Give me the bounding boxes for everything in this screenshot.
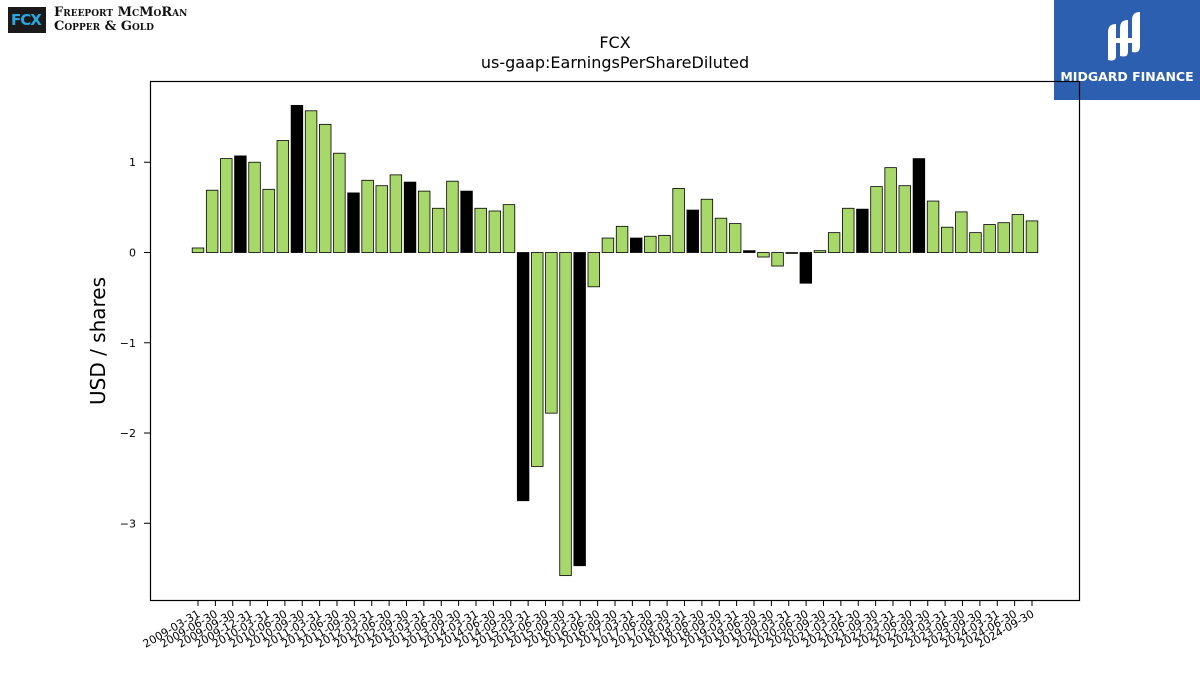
bar-2011-12-31 [347, 192, 360, 253]
bar-2011-06-30 [319, 123, 332, 253]
midgard-finance-logo: MIDGARD FINANCE [1054, 0, 1200, 100]
bar-2018-06-30 [714, 217, 728, 253]
y-tick-label: 0 [129, 246, 136, 259]
bar-2010-09-30 [276, 140, 290, 253]
bar-2013-06-30 [432, 207, 445, 253]
bar-2014-03-31 [474, 207, 487, 253]
bar-2019-03-31 [757, 252, 770, 258]
bar-2012-12-31 [403, 181, 417, 253]
bars-group [191, 104, 1039, 577]
bar-2013-03-31 [417, 190, 431, 253]
midgard-logo-icon [1108, 12, 1140, 61]
bar-2022-06-30 [940, 226, 954, 253]
bar-2021-03-31 [870, 186, 883, 253]
bar-2009-09-30 [220, 158, 233, 253]
bar-2012-06-30 [375, 185, 388, 253]
y-axis-label: USD / shares [86, 277, 110, 405]
bar-2012-09-30 [389, 174, 403, 253]
bar-2020-12-31 [856, 208, 869, 253]
bar-2022-09-30 [955, 211, 968, 253]
bar-2023-03-31 [983, 224, 996, 253]
y-ticks-group: −3 −2 −1 0 1 [120, 156, 150, 530]
bar-2020-09-30 [842, 207, 855, 253]
bar-2013-12-31 [460, 190, 473, 253]
bar-2023-12-31 [1025, 220, 1039, 253]
fcx-logo-icon: FCX [8, 7, 46, 33]
bar-2019-06-30 [771, 252, 784, 267]
x-ticks-group: 2009-03-312009-06-302009-09-302009-12-31… [141, 600, 1037, 651]
y-tick-label: 1 [129, 156, 136, 169]
bar-2021-06-30 [884, 167, 897, 253]
bar-2011-03-31 [304, 110, 318, 253]
bar-2015-06-30 [545, 252, 558, 414]
bar-2018-09-30 [728, 223, 742, 253]
partner-name: MIDGARD FINANCE [1060, 69, 1194, 84]
bar-2021-12-31 [912, 158, 926, 253]
bar-2021-09-30 [898, 185, 911, 253]
bar-2017-03-31 [644, 235, 657, 253]
freeport-mcmoran-logo: FCX Freeport McMoRan Copper & Gold [8, 6, 218, 38]
bar-2010-03-31 [248, 161, 261, 253]
company-name-line2: Copper & Gold [54, 19, 154, 34]
company-name: Freeport McMoRan Copper & Gold [54, 6, 187, 34]
bar-2017-09-30 [672, 188, 685, 253]
bar-2022-12-31 [969, 232, 982, 253]
plot-frame [149, 80, 1081, 602]
bar-2010-06-30 [262, 188, 275, 253]
bar-2017-06-30 [658, 234, 671, 253]
chart-subtitle: us-gaap:EarningsPerShareDiluted [481, 53, 749, 72]
fcx-mark-text: FCX [11, 11, 42, 29]
bar-2014-06-30 [488, 210, 502, 253]
bar-2018-03-31 [700, 198, 714, 253]
y-tick-label: −2 [120, 427, 136, 440]
bar-2016-06-30 [601, 237, 615, 253]
bar-2019-12-31 [799, 252, 813, 284]
bar-2019-09-30 [785, 252, 798, 254]
bar-2023-06-30 [997, 222, 1010, 253]
bar-2016-03-31 [587, 252, 600, 288]
bar-2015-03-31 [531, 252, 544, 467]
bar-2020-06-30 [827, 232, 841, 253]
y-tick-label: −3 [120, 517, 136, 530]
bar-2009-12-31 [234, 155, 247, 253]
chart-title: FCX [599, 33, 630, 52]
bar-2015-09-30 [559, 252, 572, 577]
bar-2010-12-31 [290, 104, 304, 253]
bar-2009-03-31 [191, 247, 205, 253]
bar-2011-09-30 [333, 152, 346, 253]
bar-2022-03-31 [926, 200, 940, 253]
bar-2015-12-31 [573, 252, 586, 567]
bar-2023-09-30 [1011, 214, 1025, 253]
bar-2016-09-30 [615, 225, 629, 253]
bar-2020-03-31 [813, 250, 827, 253]
bar-2012-03-31 [361, 179, 374, 253]
bar-2013-09-30 [446, 180, 459, 253]
bar-2014-12-31 [516, 252, 530, 502]
bar-2014-09-30 [502, 204, 516, 253]
bar-2017-12-31 [686, 209, 699, 253]
bar-2016-12-31 [630, 237, 643, 253]
y-tick-label: −1 [120, 337, 136, 350]
company-name-line1: Freeport McMoRan [54, 5, 188, 20]
bar-2018-12-31 [743, 250, 756, 253]
bar-2009-06-30 [205, 189, 219, 253]
